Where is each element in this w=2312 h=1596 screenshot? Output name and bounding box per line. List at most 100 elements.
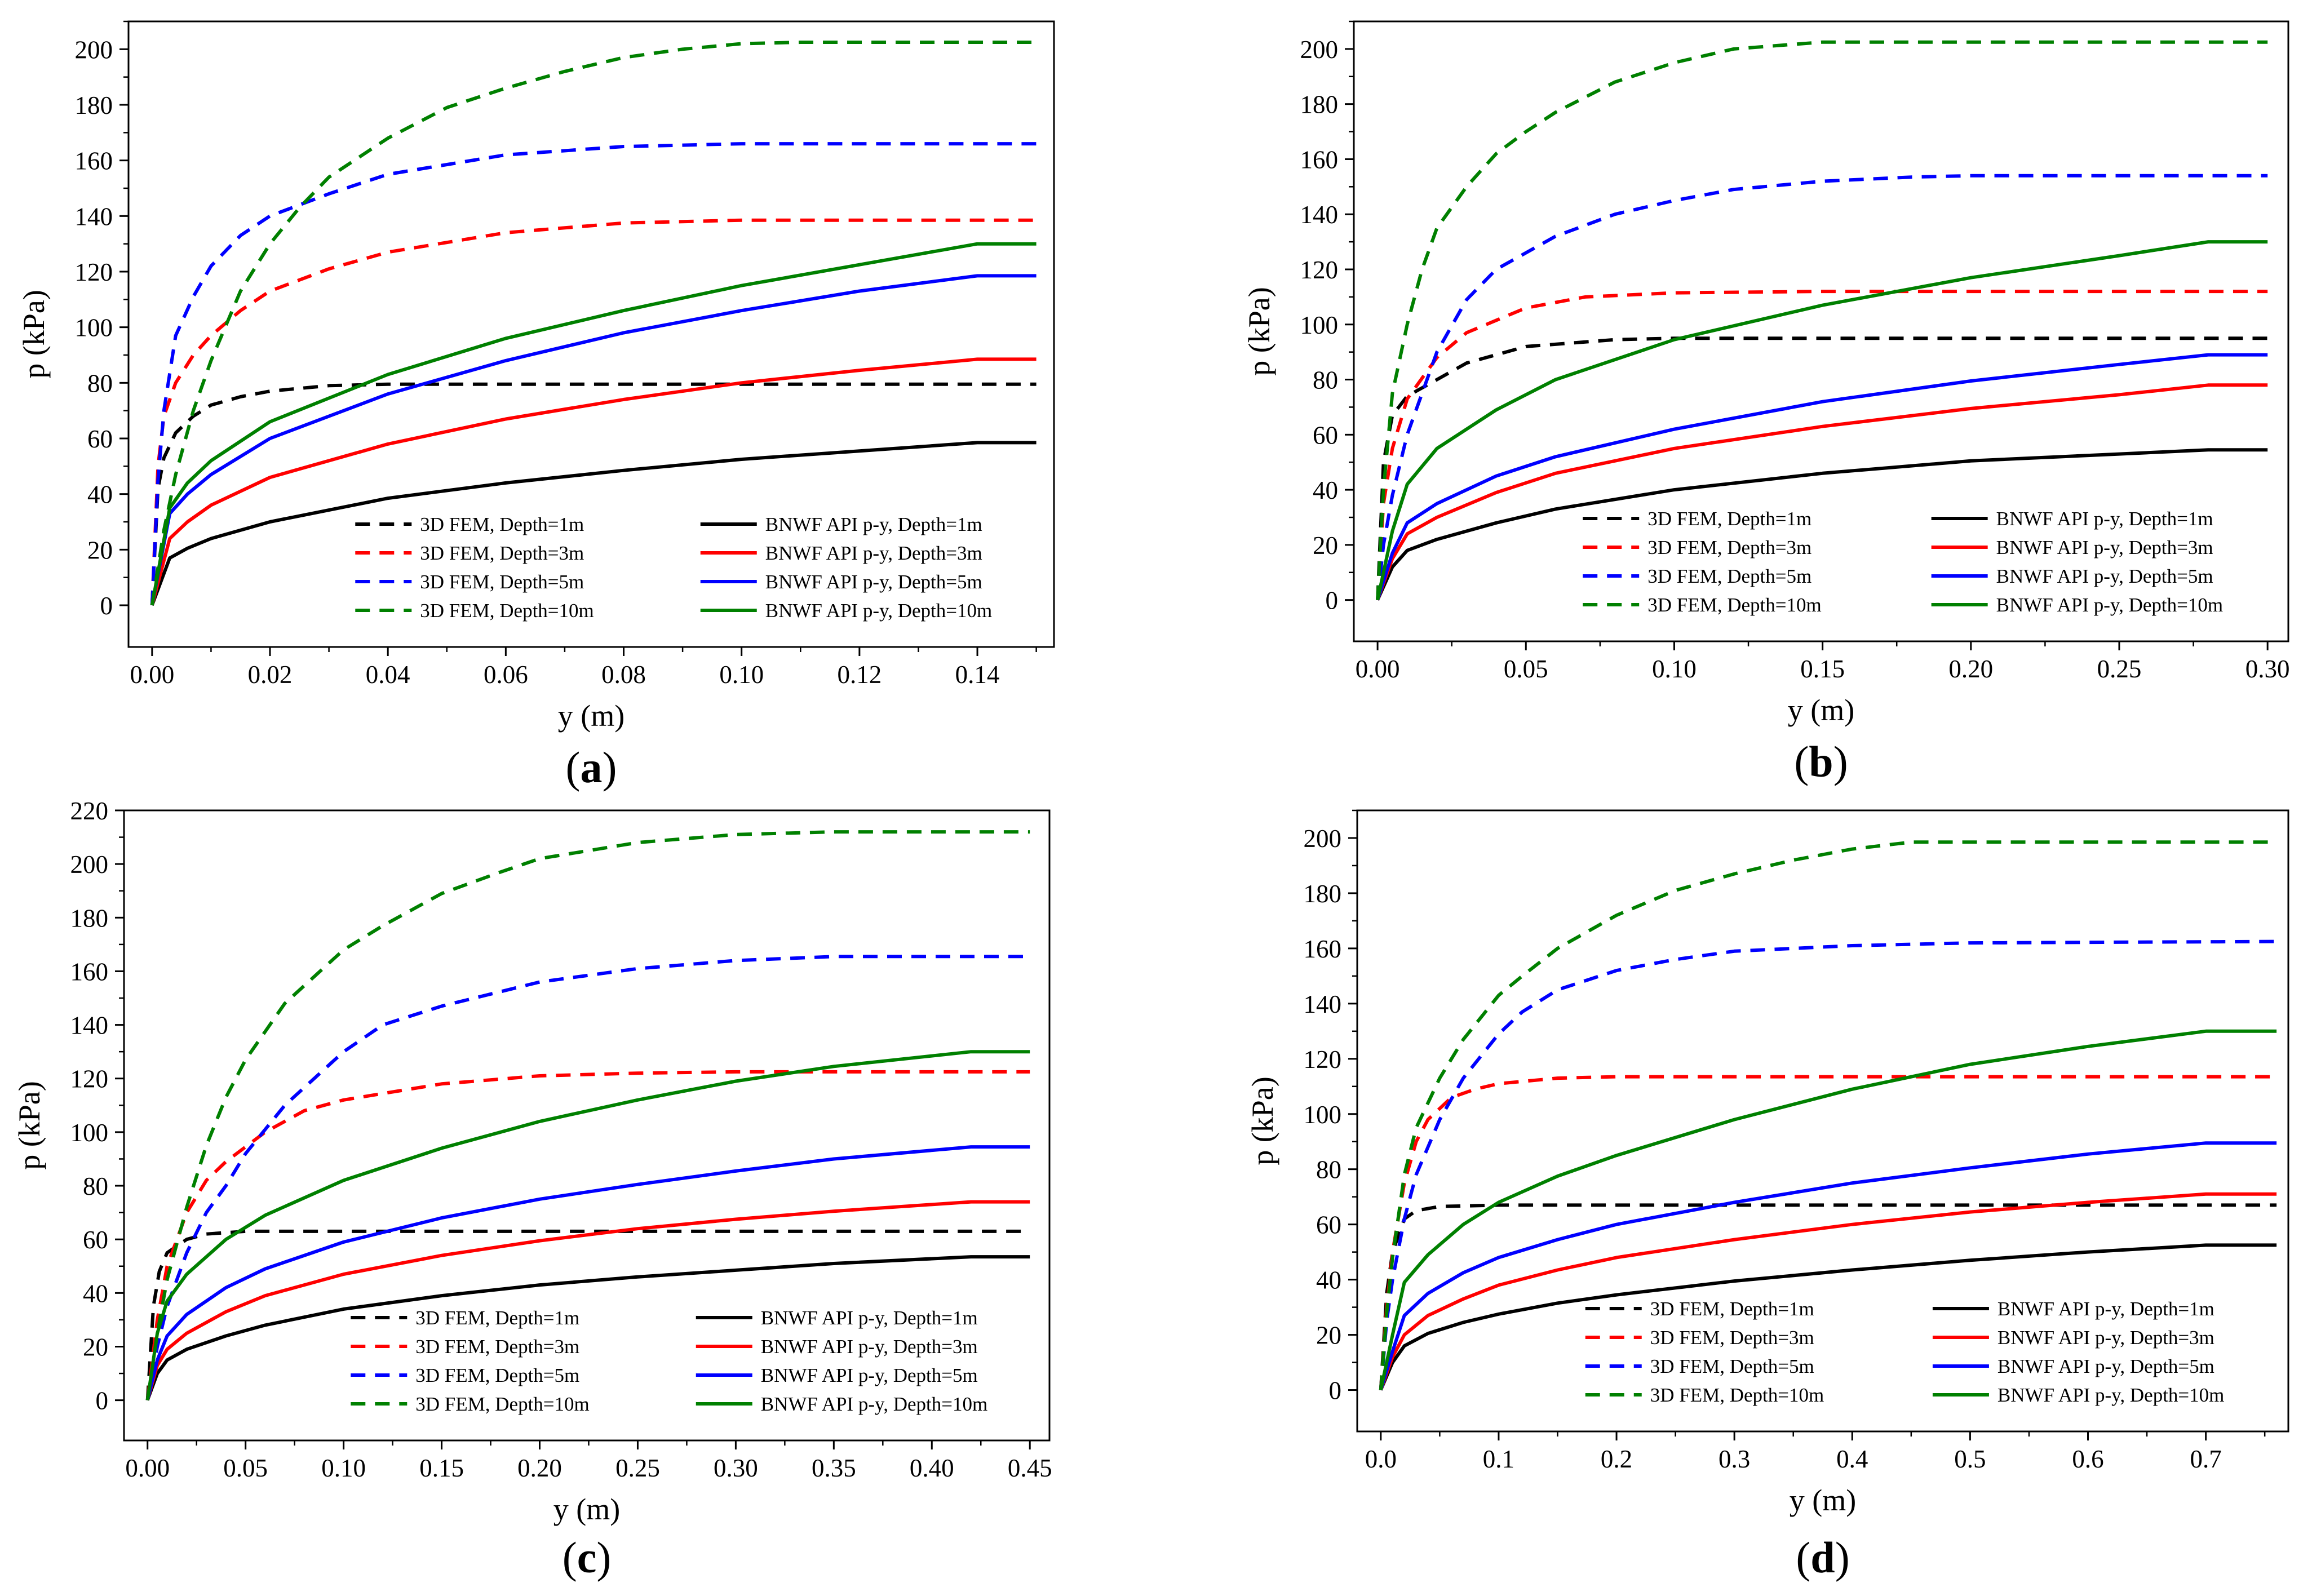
panel-label-close: )	[603, 743, 617, 792]
legend-label-1: 3D FEM, Depth=1m	[415, 1307, 579, 1329]
legend-label-6: BNWF API p-y, Depth=5m	[1996, 565, 2213, 587]
x-tick-label: 0.04	[366, 660, 410, 689]
legend-label-2: BNWF API p-y, Depth=1m	[765, 513, 982, 535]
y-tick-label: 80	[1313, 366, 1338, 394]
panel-label-open: (	[563, 1533, 577, 1582]
legend-label-5: 3D FEM, Depth=5m	[1647, 565, 1811, 587]
y-axis-title: p (kPa)	[17, 290, 51, 378]
series-line-5	[150, 142, 1037, 606]
series-line-6	[1379, 1141, 2277, 1391]
chart-panel-a: 0.00 0.02 0.04 0.06 0.08 0.10 0.12 0.14 0 20 40 60 8…	[17, 20, 1055, 792]
y-tick-label: 140	[1304, 990, 1342, 1018]
y-tick-label: 160	[75, 147, 113, 175]
series-line-2	[150, 441, 1037, 606]
y-tick-label: 40	[83, 1279, 108, 1307]
y-tick-label: 100	[75, 314, 113, 342]
x-tick-label: 0.7	[2190, 1445, 2221, 1473]
panel-label: (c)	[563, 1533, 612, 1582]
legend-label-3: 3D FEM, Depth=3m	[420, 542, 584, 564]
series-line-7	[145, 830, 1030, 1401]
series-line-8	[1379, 1029, 2277, 1391]
y-tick-label: 200	[70, 850, 109, 879]
legend-label-1: 3D FEM, Depth=1m	[1650, 1298, 1814, 1320]
panel-label: (a)	[566, 743, 617, 792]
series-line-7	[1376, 40, 2268, 600]
y-tick-label: 80	[83, 1172, 108, 1200]
series-line-3	[145, 1070, 1030, 1400]
series-line-1	[150, 382, 1037, 606]
y-tick-label: 200	[75, 36, 113, 64]
legend-label-7: 3D FEM, Depth=10m	[415, 1393, 590, 1415]
series-line-1	[1376, 336, 2268, 600]
y-tick-label: 180	[75, 91, 113, 119]
series-line-4	[1376, 383, 2268, 601]
panel-label-open: (	[1796, 1533, 1810, 1582]
legend-label-5: 3D FEM, Depth=5m	[420, 571, 584, 593]
x-tick-label: 0.2	[1601, 1445, 1632, 1473]
panel-label-letter: b	[1809, 737, 1833, 786]
y-axis-title: p (kPa)	[12, 1081, 46, 1169]
x-tick-label: 0.6	[2072, 1445, 2103, 1473]
x-tick-label: 0.20	[517, 1454, 562, 1482]
legend-label-8: BNWF API p-y, Depth=10m	[765, 600, 992, 622]
series-line-2	[1379, 1243, 2277, 1391]
legend: 3D FEM, Depth=1m BNWF API p-y, Depth=1m 3D…	[1583, 508, 2223, 616]
x-tick-label: 0.00	[1356, 655, 1400, 683]
panel-label-open: (	[566, 743, 581, 792]
chart-panel-c: 0.00 0.05 0.10 0.15 0.20 0.25 0.30 0.35 0.40 0.45…	[12, 797, 1052, 1582]
series-line-6	[145, 1145, 1030, 1401]
legend: 3D FEM, Depth=1m BNWF API p-y, Depth=1m 3D…	[351, 1307, 987, 1415]
series-line-8	[145, 1050, 1030, 1401]
x-tick-label: 0.00	[125, 1454, 170, 1482]
x-tick-label: 0.5	[1954, 1445, 1986, 1473]
x-tick-label: 0.25	[615, 1454, 660, 1482]
y-tick-label: 120	[1304, 1045, 1342, 1074]
x-axis-title: y (m)	[553, 1492, 620, 1526]
legend: 3D FEM, Depth=1m BNWF API p-y, Depth=1m 3D…	[355, 513, 992, 622]
y-tick-label: 180	[1300, 91, 1339, 119]
legend-label-4: BNWF API p-y, Depth=3m	[761, 1336, 978, 1358]
x-axis-title: y (m)	[558, 699, 624, 733]
y-tick-label: 140	[1300, 201, 1339, 229]
y-tick-label: 0	[1329, 1377, 1342, 1405]
x-tick-label: 0.05	[223, 1454, 268, 1482]
series-line-2	[1376, 448, 2268, 601]
x-axis-title: y (m)	[1788, 693, 1854, 727]
y-tick-label: 160	[1304, 935, 1342, 963]
y-tick-label: 40	[1313, 476, 1338, 504]
x-tick-label: 0.12	[837, 660, 882, 689]
series-line-3	[150, 218, 1037, 606]
y-tick-label: 200	[1300, 36, 1339, 64]
legend-label-4: BNWF API p-y, Depth=3m	[1996, 537, 2213, 558]
x-tick-label: 0.45	[1008, 1454, 1052, 1482]
y-tick-label: 180	[1304, 880, 1342, 908]
y-tick-label: 180	[70, 904, 109, 932]
x-tick-label: 0.08	[601, 660, 646, 689]
y-tick-label: 60	[87, 425, 113, 453]
y-axis-title: p (kPa)	[1242, 287, 1276, 375]
chart-panel-b: 0.00 0.05 0.10 0.15 0.20 0.25 0.30 0 20 40 60 80 100…	[1242, 20, 2290, 786]
panel-label: (d)	[1796, 1533, 1849, 1582]
series-line-5	[1379, 939, 2277, 1390]
x-tick-label: 0.4	[1836, 1445, 1868, 1473]
series-line-8	[150, 242, 1037, 606]
plot-frame	[123, 809, 1051, 1442]
legend-label-7: 3D FEM, Depth=10m	[420, 600, 594, 622]
x-tick-label: 0.05	[1504, 655, 1548, 683]
x-tick-label: 0.02	[248, 660, 293, 689]
y-tick-label: 160	[1300, 145, 1339, 174]
series-line-8	[1376, 240, 2268, 601]
panel-label-open: (	[1794, 737, 1809, 786]
legend-label-6: BNWF API p-y, Depth=5m	[761, 1364, 978, 1386]
legend: 3D FEM, Depth=1m BNWF API p-y, Depth=1m 3D…	[1585, 1298, 2224, 1406]
x-tick-label: 0.40	[910, 1454, 954, 1482]
y-tick-label: 120	[1300, 256, 1339, 284]
x-tick-label: 0.0	[1365, 1445, 1397, 1473]
y-tick-label: 160	[70, 957, 109, 986]
x-tick-label: 0.25	[2097, 655, 2142, 683]
legend-label-3: 3D FEM, Depth=3m	[1647, 537, 1811, 558]
y-tick-label: 20	[83, 1333, 108, 1361]
y-axis-title: p (kPa)	[1246, 1076, 1279, 1165]
y-tick-label: 80	[87, 369, 113, 397]
series-line-4	[150, 357, 1037, 606]
